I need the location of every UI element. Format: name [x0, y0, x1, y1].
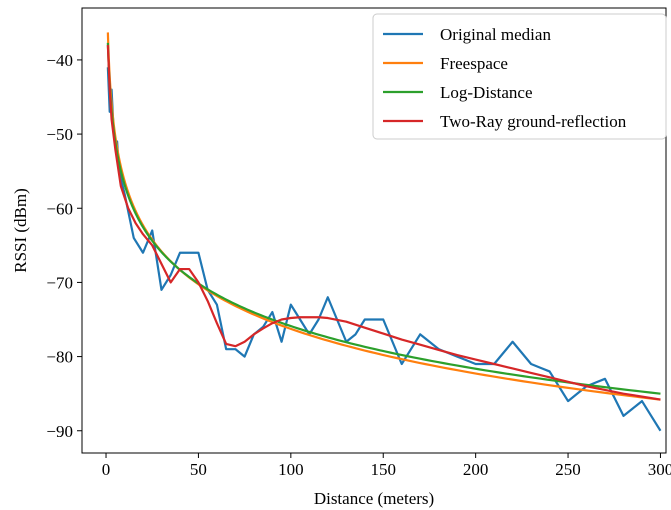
series-layer [106, 32, 662, 432]
x-tick-label: 150 [370, 460, 396, 479]
series-line [106, 67, 662, 432]
y-axis-ticks: −40 −50 −60 −70 −80 −90 [46, 51, 82, 441]
legend-label: Original median [440, 25, 551, 44]
y-tick-label: −70 [46, 273, 73, 292]
legend-label: Two-Ray ground-reflection [440, 112, 627, 131]
y-tick-label: −80 [46, 348, 73, 367]
x-tick-label: 50 [190, 460, 207, 479]
x-axis-ticks: 0 50 100 150 200 250 300 [102, 453, 671, 479]
y-tick-label: −50 [46, 125, 73, 144]
plot-frame [81, 7, 667, 454]
legend: Original median Freespace Log-Distance Two-… [372, 13, 667, 140]
y-tick-label: −90 [46, 422, 73, 441]
x-axis-label: Distance (meters) [314, 489, 434, 508]
legend-label: Log-Distance [440, 83, 533, 102]
x-tick-label: 100 [278, 460, 304, 479]
y-axis-label: RSSI (dBm) [11, 188, 30, 273]
series-line [106, 45, 661, 401]
y-tick-label: −40 [46, 51, 73, 70]
x-tick-label: 250 [555, 460, 581, 479]
legend-label: Freespace [440, 54, 508, 73]
x-tick-label: 0 [102, 460, 111, 479]
legend-box [372, 13, 667, 140]
x-tick-label: 200 [463, 460, 489, 479]
x-tick-label: 300 [648, 460, 671, 479]
y-tick-label: −60 [46, 199, 73, 218]
